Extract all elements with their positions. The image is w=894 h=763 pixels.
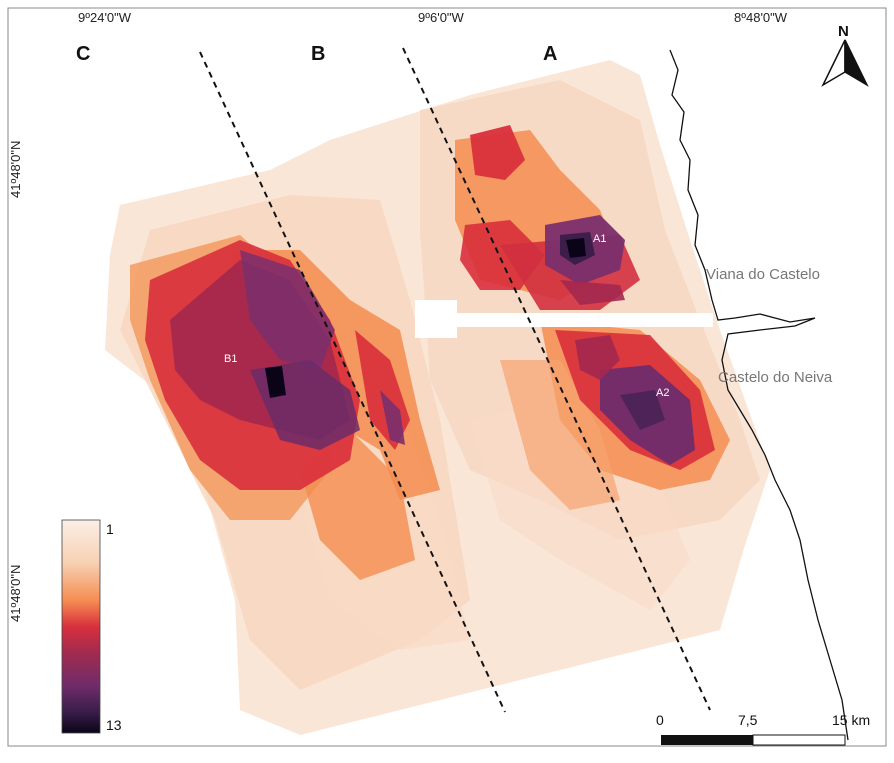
scale-label-end: 15 km xyxy=(832,712,870,728)
lat-label-bottom: 41º48'0"N xyxy=(8,565,23,622)
lat-label-top: 41º48'0"N xyxy=(8,141,23,198)
transect-bar xyxy=(455,313,713,327)
zone-label-c: C xyxy=(76,43,90,65)
zone-boundary-cb xyxy=(199,51,506,713)
scale-label-0: 0 xyxy=(656,712,664,728)
scale-label-mid: 7,5 xyxy=(738,712,758,728)
legend-max: 13 xyxy=(106,717,122,733)
scale-segment-2 xyxy=(752,734,846,746)
color-legend: 1 13 xyxy=(61,519,122,734)
north-arrow-icon: N xyxy=(821,23,869,87)
density-layer xyxy=(105,60,770,735)
legend-gradient xyxy=(61,519,101,734)
lon-label-left: 9º24'0"W xyxy=(78,10,132,25)
coastline xyxy=(669,49,849,741)
place-viana: Viana do Castelo xyxy=(706,266,820,283)
legend-min: 1 xyxy=(106,521,114,537)
hotspot-b1: B1 xyxy=(224,353,237,365)
hotspot-a2: A2 xyxy=(656,387,669,399)
zone-boundary-ba xyxy=(402,47,711,711)
hotspot-a1: A1 xyxy=(593,233,606,245)
north-label: N xyxy=(838,23,849,40)
scale-bar: 0 7,5 15 km xyxy=(656,712,870,746)
transect-block xyxy=(415,300,457,338)
zone-label-a: A xyxy=(543,43,557,65)
lon-label-right: 8º48'0"W xyxy=(734,10,788,25)
zone-label-b: B xyxy=(311,43,325,65)
scale-segment-1 xyxy=(661,735,753,745)
place-neiva: Castelo do Neiva xyxy=(718,369,833,386)
map-frame xyxy=(7,7,887,747)
lon-label-mid: 9º6'0"W xyxy=(418,10,465,25)
